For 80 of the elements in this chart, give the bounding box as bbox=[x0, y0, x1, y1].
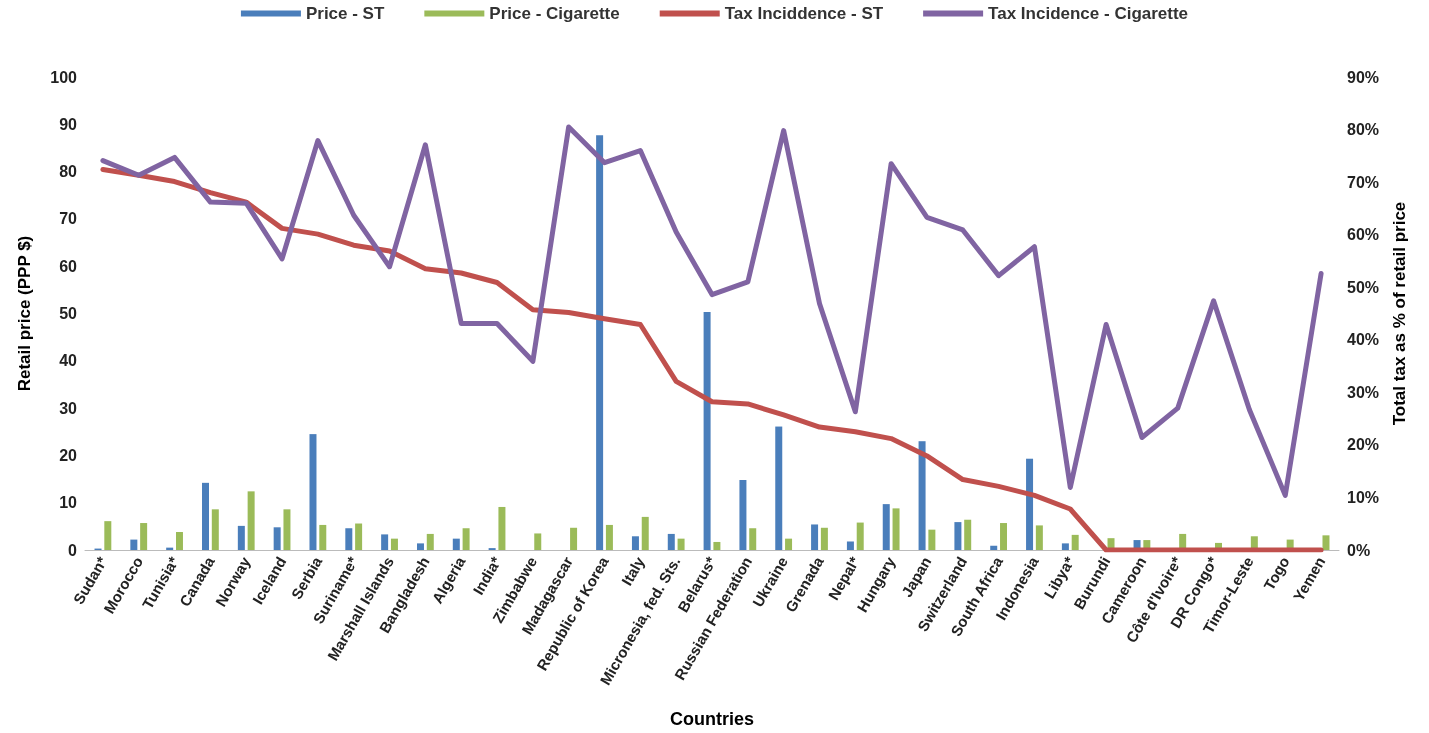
y-tick-label: 10 bbox=[59, 494, 78, 512]
y2-tick-label: 80% bbox=[1347, 121, 1380, 139]
bar bbox=[416, 543, 424, 550]
legend-label: Price - ST bbox=[305, 4, 385, 23]
bar bbox=[355, 523, 363, 550]
bar bbox=[1061, 543, 1069, 550]
y-tick-label: 60 bbox=[59, 257, 78, 275]
legend-label: Tax Inciddence - ST bbox=[724, 4, 884, 23]
y-axis-title: Retail price (PPP $) bbox=[15, 235, 34, 392]
y-tick-label: 90 bbox=[59, 115, 78, 133]
bar bbox=[820, 527, 828, 550]
bar bbox=[641, 516, 649, 550]
bar bbox=[390, 538, 398, 550]
bar bbox=[211, 509, 219, 550]
y-tick-label: 0 bbox=[68, 541, 78, 559]
y2-tick-label: 60% bbox=[1347, 226, 1380, 244]
x-axis-title: Countries bbox=[669, 709, 755, 729]
bar bbox=[426, 533, 434, 550]
bar bbox=[775, 426, 783, 550]
bar bbox=[892, 508, 900, 550]
bar bbox=[703, 312, 711, 550]
bar bbox=[677, 538, 685, 550]
y2-tick-label: 10% bbox=[1347, 488, 1380, 506]
bar bbox=[1000, 523, 1008, 550]
y2-tick-label: 30% bbox=[1347, 383, 1380, 401]
bar bbox=[667, 533, 675, 550]
y-tick-label: 40 bbox=[59, 352, 78, 370]
bar bbox=[319, 524, 327, 550]
bar bbox=[954, 522, 962, 550]
bar bbox=[175, 532, 183, 550]
bar bbox=[846, 541, 854, 550]
legend-label: Tax Incidence - Cigarette bbox=[988, 4, 1189, 23]
y-tick-label: 80 bbox=[59, 163, 78, 181]
bar bbox=[452, 538, 460, 550]
bar bbox=[631, 536, 639, 550]
y-tick-label: 50 bbox=[59, 305, 78, 322]
bar bbox=[104, 521, 112, 550]
bar bbox=[381, 534, 389, 550]
bar bbox=[605, 524, 613, 550]
bar bbox=[596, 135, 604, 550]
bar bbox=[1322, 535, 1330, 550]
bar bbox=[570, 527, 578, 550]
bar bbox=[237, 525, 245, 550]
y-tick-label: 100 bbox=[50, 68, 78, 86]
bar bbox=[498, 506, 506, 550]
bar bbox=[1026, 458, 1034, 550]
y2-tick-label: 0% bbox=[1347, 541, 1371, 559]
bar bbox=[462, 528, 470, 550]
bar bbox=[928, 529, 936, 550]
y-tick-label: 70 bbox=[59, 210, 78, 228]
y2-tick-label: 50% bbox=[1347, 278, 1380, 296]
bar bbox=[273, 527, 281, 550]
bar bbox=[345, 528, 353, 550]
bar bbox=[918, 441, 926, 550]
y-tick-label: 30 bbox=[59, 399, 78, 417]
bar bbox=[1071, 534, 1079, 550]
bar bbox=[247, 491, 255, 550]
y2-tick-label: 40% bbox=[1347, 331, 1380, 349]
bar bbox=[785, 538, 793, 550]
bar bbox=[283, 509, 291, 550]
y2-tick-label: 90% bbox=[1347, 68, 1380, 86]
bar bbox=[856, 522, 864, 550]
bar bbox=[990, 545, 998, 550]
y2-tick-label: 70% bbox=[1347, 173, 1380, 191]
bar bbox=[202, 482, 209, 550]
bar bbox=[749, 528, 757, 550]
bar bbox=[309, 434, 317, 550]
bar bbox=[130, 539, 138, 550]
legend-label: Price - Cigarette bbox=[489, 4, 620, 23]
y-tick-label: 20 bbox=[59, 446, 78, 464]
bar bbox=[882, 504, 890, 550]
y2-tick-label: 20% bbox=[1347, 436, 1380, 454]
bar bbox=[964, 519, 972, 550]
bar bbox=[713, 541, 721, 550]
bar bbox=[534, 533, 542, 550]
bar bbox=[140, 523, 148, 550]
y2-axis-title: Total tax as % of retail price bbox=[1390, 201, 1409, 426]
bar bbox=[739, 480, 747, 550]
bar bbox=[1035, 525, 1043, 550]
bar bbox=[811, 524, 819, 550]
